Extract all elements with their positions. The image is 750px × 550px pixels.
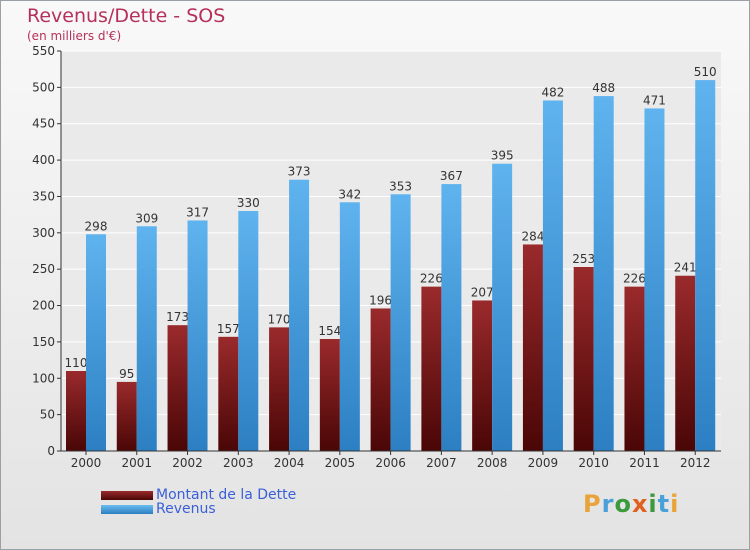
bar-revenus [339, 202, 360, 451]
bar-dette [573, 267, 594, 451]
value-label-dette: 253 [572, 252, 595, 266]
value-label-revenus: 373 [288, 165, 311, 179]
bar-revenus [187, 220, 208, 451]
y-tick-label: 300 [32, 226, 55, 240]
x-tick-label: 2004 [274, 456, 305, 470]
x-tick-label: 2008 [477, 456, 508, 470]
value-label-dette: 154 [318, 324, 341, 338]
x-tick-label: 2009 [528, 456, 559, 470]
y-tick-label: 550 [32, 44, 55, 58]
value-label-dette: 170 [268, 312, 291, 326]
y-tick-label: 0 [47, 444, 55, 458]
y-tick-label: 150 [32, 335, 55, 349]
bar-revenus [390, 194, 411, 452]
y-tick-label: 450 [32, 117, 55, 131]
logo-letter: o [614, 490, 632, 518]
logo-letter: x [631, 490, 649, 518]
x-tick-label: 2007 [426, 456, 457, 470]
value-label-dette: 157 [217, 322, 240, 336]
bar-revenus [289, 179, 310, 451]
bar-revenus [86, 234, 106, 451]
bar-dette [218, 336, 239, 451]
bar-revenus [695, 80, 716, 451]
bar-dette [116, 381, 137, 451]
legend-item-revenus: Revenus [101, 501, 216, 517]
logo-letter: t [657, 490, 671, 518]
value-label-dette: 95 [119, 367, 134, 381]
logo-letter: P [583, 490, 602, 518]
bar-revenus [238, 211, 259, 451]
y-tick-label: 350 [32, 189, 55, 203]
value-label-dette: 226 [623, 272, 646, 286]
value-label-revenus: 510 [694, 65, 717, 79]
bar-dette [370, 308, 391, 451]
value-label-dette: 284 [521, 229, 544, 243]
x-tick-label: 2000 [71, 456, 102, 470]
y-tick-label: 250 [32, 262, 55, 276]
value-label-revenus: 298 [85, 219, 108, 233]
legend-label-dette: Montant de la Dette [156, 487, 297, 503]
bar-dette [472, 300, 493, 451]
legend-label-revenus: Revenus [156, 501, 216, 517]
bar-dette [421, 286, 442, 451]
bar-dette [66, 371, 86, 451]
bar-revenus [136, 226, 157, 451]
value-label-dette: 226 [420, 272, 443, 286]
y-tick-label: 50 [40, 408, 55, 422]
x-tick-label: 2010 [578, 456, 609, 470]
bar-dette [675, 275, 696, 451]
value-label-dette: 110 [65, 356, 88, 370]
value-label-revenus: 482 [541, 85, 564, 99]
legend-item-dette: Montant de la Dette [101, 487, 297, 503]
x-tick-label: 2011 [629, 456, 660, 470]
y-tick-label: 200 [32, 299, 55, 313]
value-label-revenus: 395 [491, 149, 514, 163]
proxiti-logo: Proxiti [583, 490, 679, 518]
bar-dette [319, 339, 340, 451]
value-label-revenus: 488 [592, 81, 615, 95]
value-label-dette: 173 [166, 310, 189, 324]
bar-revenus [542, 100, 563, 452]
value-label-revenus: 309 [135, 211, 158, 225]
value-label-revenus: 367 [440, 169, 463, 183]
value-label-dette: 196 [369, 293, 392, 307]
logo-letter: i [670, 490, 680, 518]
value-label-revenus: 330 [237, 196, 260, 210]
value-label-revenus: 471 [643, 93, 666, 107]
logo-letter: r [601, 490, 615, 518]
bar-dette [167, 325, 188, 451]
x-tick-label: 2012 [680, 456, 711, 470]
x-tick-label: 2001 [121, 456, 152, 470]
logo-letter: i [648, 490, 658, 518]
value-label-dette: 207 [471, 285, 494, 299]
y-tick-label: 400 [32, 153, 55, 167]
bar-revenus [644, 108, 665, 452]
value-label-revenus: 353 [389, 179, 412, 193]
value-label-dette: 241 [674, 261, 697, 275]
bar-dette [522, 244, 543, 451]
chart-title: Revenus/Dette - SOS [27, 5, 226, 27]
value-label-revenus: 317 [186, 205, 209, 219]
x-tick-label: 2002 [172, 456, 203, 470]
legend-swatch-revenus [101, 504, 153, 514]
x-tick-label: 2003 [223, 456, 254, 470]
legend-swatch-dette [101, 490, 153, 500]
bar-revenus [492, 163, 513, 451]
chart-subtitle: (en milliers d'€) [27, 29, 122, 43]
bar-dette [269, 327, 290, 451]
bar-revenus [593, 96, 614, 451]
bar-dette [624, 286, 645, 451]
x-tick-label: 2006 [375, 456, 406, 470]
x-tick-label: 2005 [325, 456, 356, 470]
value-label-revenus: 342 [338, 187, 361, 201]
bar-revenus [441, 184, 462, 451]
y-tick-label: 500 [32, 80, 55, 94]
y-tick-label: 100 [32, 371, 55, 385]
